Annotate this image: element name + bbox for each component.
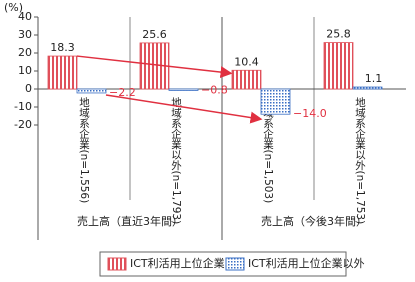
value-label: −0.8 [201, 83, 228, 96]
y-axis-label: (%) [4, 1, 23, 14]
value-label: −14.0 [293, 107, 327, 120]
value-label: 1.1 [365, 72, 383, 85]
x-tick-label: 地域系企業(n=1,556) [78, 96, 90, 203]
x-tick-label: 地域系企業(n=1,503) [262, 96, 274, 203]
bar [47, 55, 78, 90]
bar [231, 69, 262, 90]
bar [168, 88, 199, 91]
value-label: −2.2 [109, 86, 136, 99]
legend-label: ICT利活用上位企業以外 [248, 256, 365, 270]
arrow [105, 94, 263, 124]
y-tick-label: -20 [14, 118, 32, 131]
y-tick-label: 20 [18, 46, 32, 59]
y-tick-label: 0 [25, 82, 32, 95]
legend-swatch [225, 257, 245, 271]
group-label: 売上高（直近3年間） [77, 214, 183, 228]
bar [323, 42, 354, 90]
legend-label: ICT利活用上位企業 [130, 256, 225, 270]
bar [352, 86, 383, 90]
value-label: 25.8 [326, 28, 351, 41]
y-tick-label: 10 [18, 64, 32, 77]
x-tick-label: 地域系企業以外(n=1,753) [354, 96, 366, 224]
bar [260, 88, 291, 115]
legend-box [99, 251, 347, 277]
bar [76, 88, 107, 94]
group-label: 売上高（今後3年間） [261, 214, 367, 228]
y-tick-label: 40 [18, 10, 32, 23]
arrow [76, 55, 233, 79]
value-label: 18.3 [50, 41, 75, 54]
legend-swatch [107, 257, 127, 271]
y-tick-label: -10 [14, 100, 32, 113]
value-label: 10.4 [234, 55, 259, 68]
value-label: 25.6 [142, 28, 167, 41]
y-tick-label: 30 [18, 28, 32, 41]
x-tick-label: 地域系企業以外(n=1,793) [170, 96, 182, 224]
